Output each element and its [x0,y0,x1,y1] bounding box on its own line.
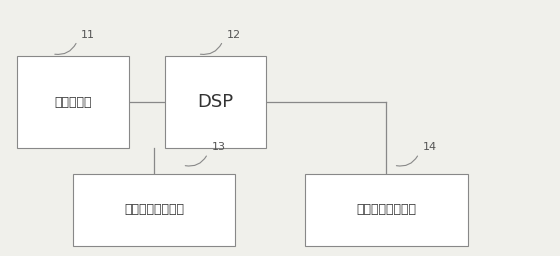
Bar [165,56,266,148]
Bar [17,56,129,148]
Text: 11: 11 [81,30,95,40]
Bar [73,174,235,246]
Text: 车载摄像机: 车载摄像机 [54,96,91,109]
Text: 运动目标检测模块: 运动目标检测模块 [124,204,184,216]
Bar [305,174,468,246]
Text: 13: 13 [212,142,226,152]
Text: 运动目标跟踪模块: 运动目标跟踪模块 [356,204,417,216]
Text: 14: 14 [423,142,437,152]
Text: 12: 12 [227,30,241,40]
Text: DSP: DSP [198,93,234,111]
